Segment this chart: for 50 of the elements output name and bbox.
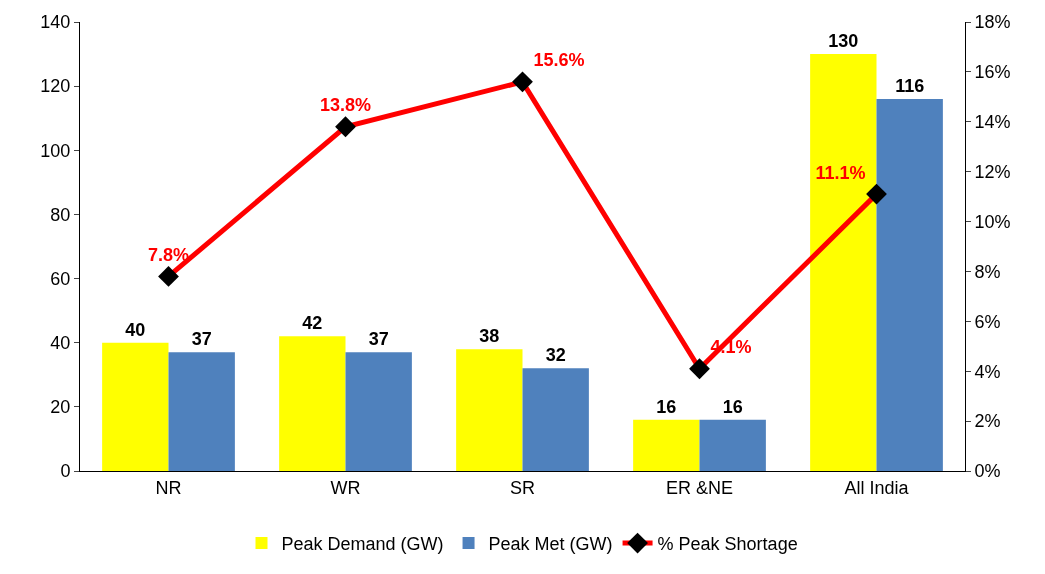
y2-tick-label: 16% <box>974 62 1011 83</box>
y2-tick-label: 2% <box>974 411 1001 432</box>
data-label: 42 <box>302 313 323 334</box>
bar <box>810 54 877 471</box>
y2-tick-label: 18% <box>974 12 1011 33</box>
y2-tick-label: 12% <box>974 161 1011 182</box>
data-label: 130 <box>828 31 859 52</box>
legend-label: % Peak Shortage <box>657 534 798 555</box>
y-tick-label: 100 <box>40 140 71 161</box>
x-tick-label: ER &NE <box>665 477 734 498</box>
y2-tick-label: 4% <box>974 361 1001 382</box>
data-label: 38 <box>479 326 500 347</box>
data-label: 16 <box>722 396 743 417</box>
bar <box>876 98 943 471</box>
y-tick-label: 40 <box>50 333 71 354</box>
data-label: 116 <box>895 75 925 96</box>
x-tick-label: All India <box>844 477 910 498</box>
data-label: 16 <box>656 396 677 417</box>
y-tick-label: 80 <box>50 204 71 225</box>
bar <box>345 352 412 471</box>
y2-tick-label: 14% <box>974 112 1011 133</box>
y2-tick-label: 0% <box>974 461 1001 482</box>
bar <box>279 336 346 471</box>
y-tick-label: 20 <box>50 397 71 418</box>
data-label: 40 <box>125 319 146 340</box>
x-tick-label: NR <box>155 477 182 498</box>
y2-tick-label: 10% <box>974 211 1011 232</box>
y-tick-label: 120 <box>40 76 71 97</box>
data-label: 11.1% <box>815 162 866 183</box>
bar <box>102 342 169 471</box>
x-tick-label: SR <box>509 477 536 498</box>
bar <box>699 419 766 471</box>
legend-label: Peak Demand (GW) <box>281 534 444 555</box>
bar <box>168 352 235 471</box>
y2-tick-label: 8% <box>974 261 1001 282</box>
y-tick-label: 0 <box>60 461 71 482</box>
x-tick-label: WR <box>330 477 361 498</box>
bar <box>522 368 589 471</box>
data-label: 32 <box>545 345 566 366</box>
y-tick-label: 140 <box>40 12 71 33</box>
y-tick-label: 60 <box>50 268 71 289</box>
data-label: 7.8% <box>147 244 190 265</box>
bar <box>633 419 700 471</box>
data-label: 37 <box>191 329 212 350</box>
data-label: 37 <box>368 329 389 350</box>
data-label: 15.6% <box>533 50 585 71</box>
legend-label: Peak Met (GW) <box>488 534 613 555</box>
data-label: 13.8% <box>319 95 372 116</box>
bar <box>456 349 523 471</box>
y2-tick-label: 6% <box>974 311 1001 332</box>
